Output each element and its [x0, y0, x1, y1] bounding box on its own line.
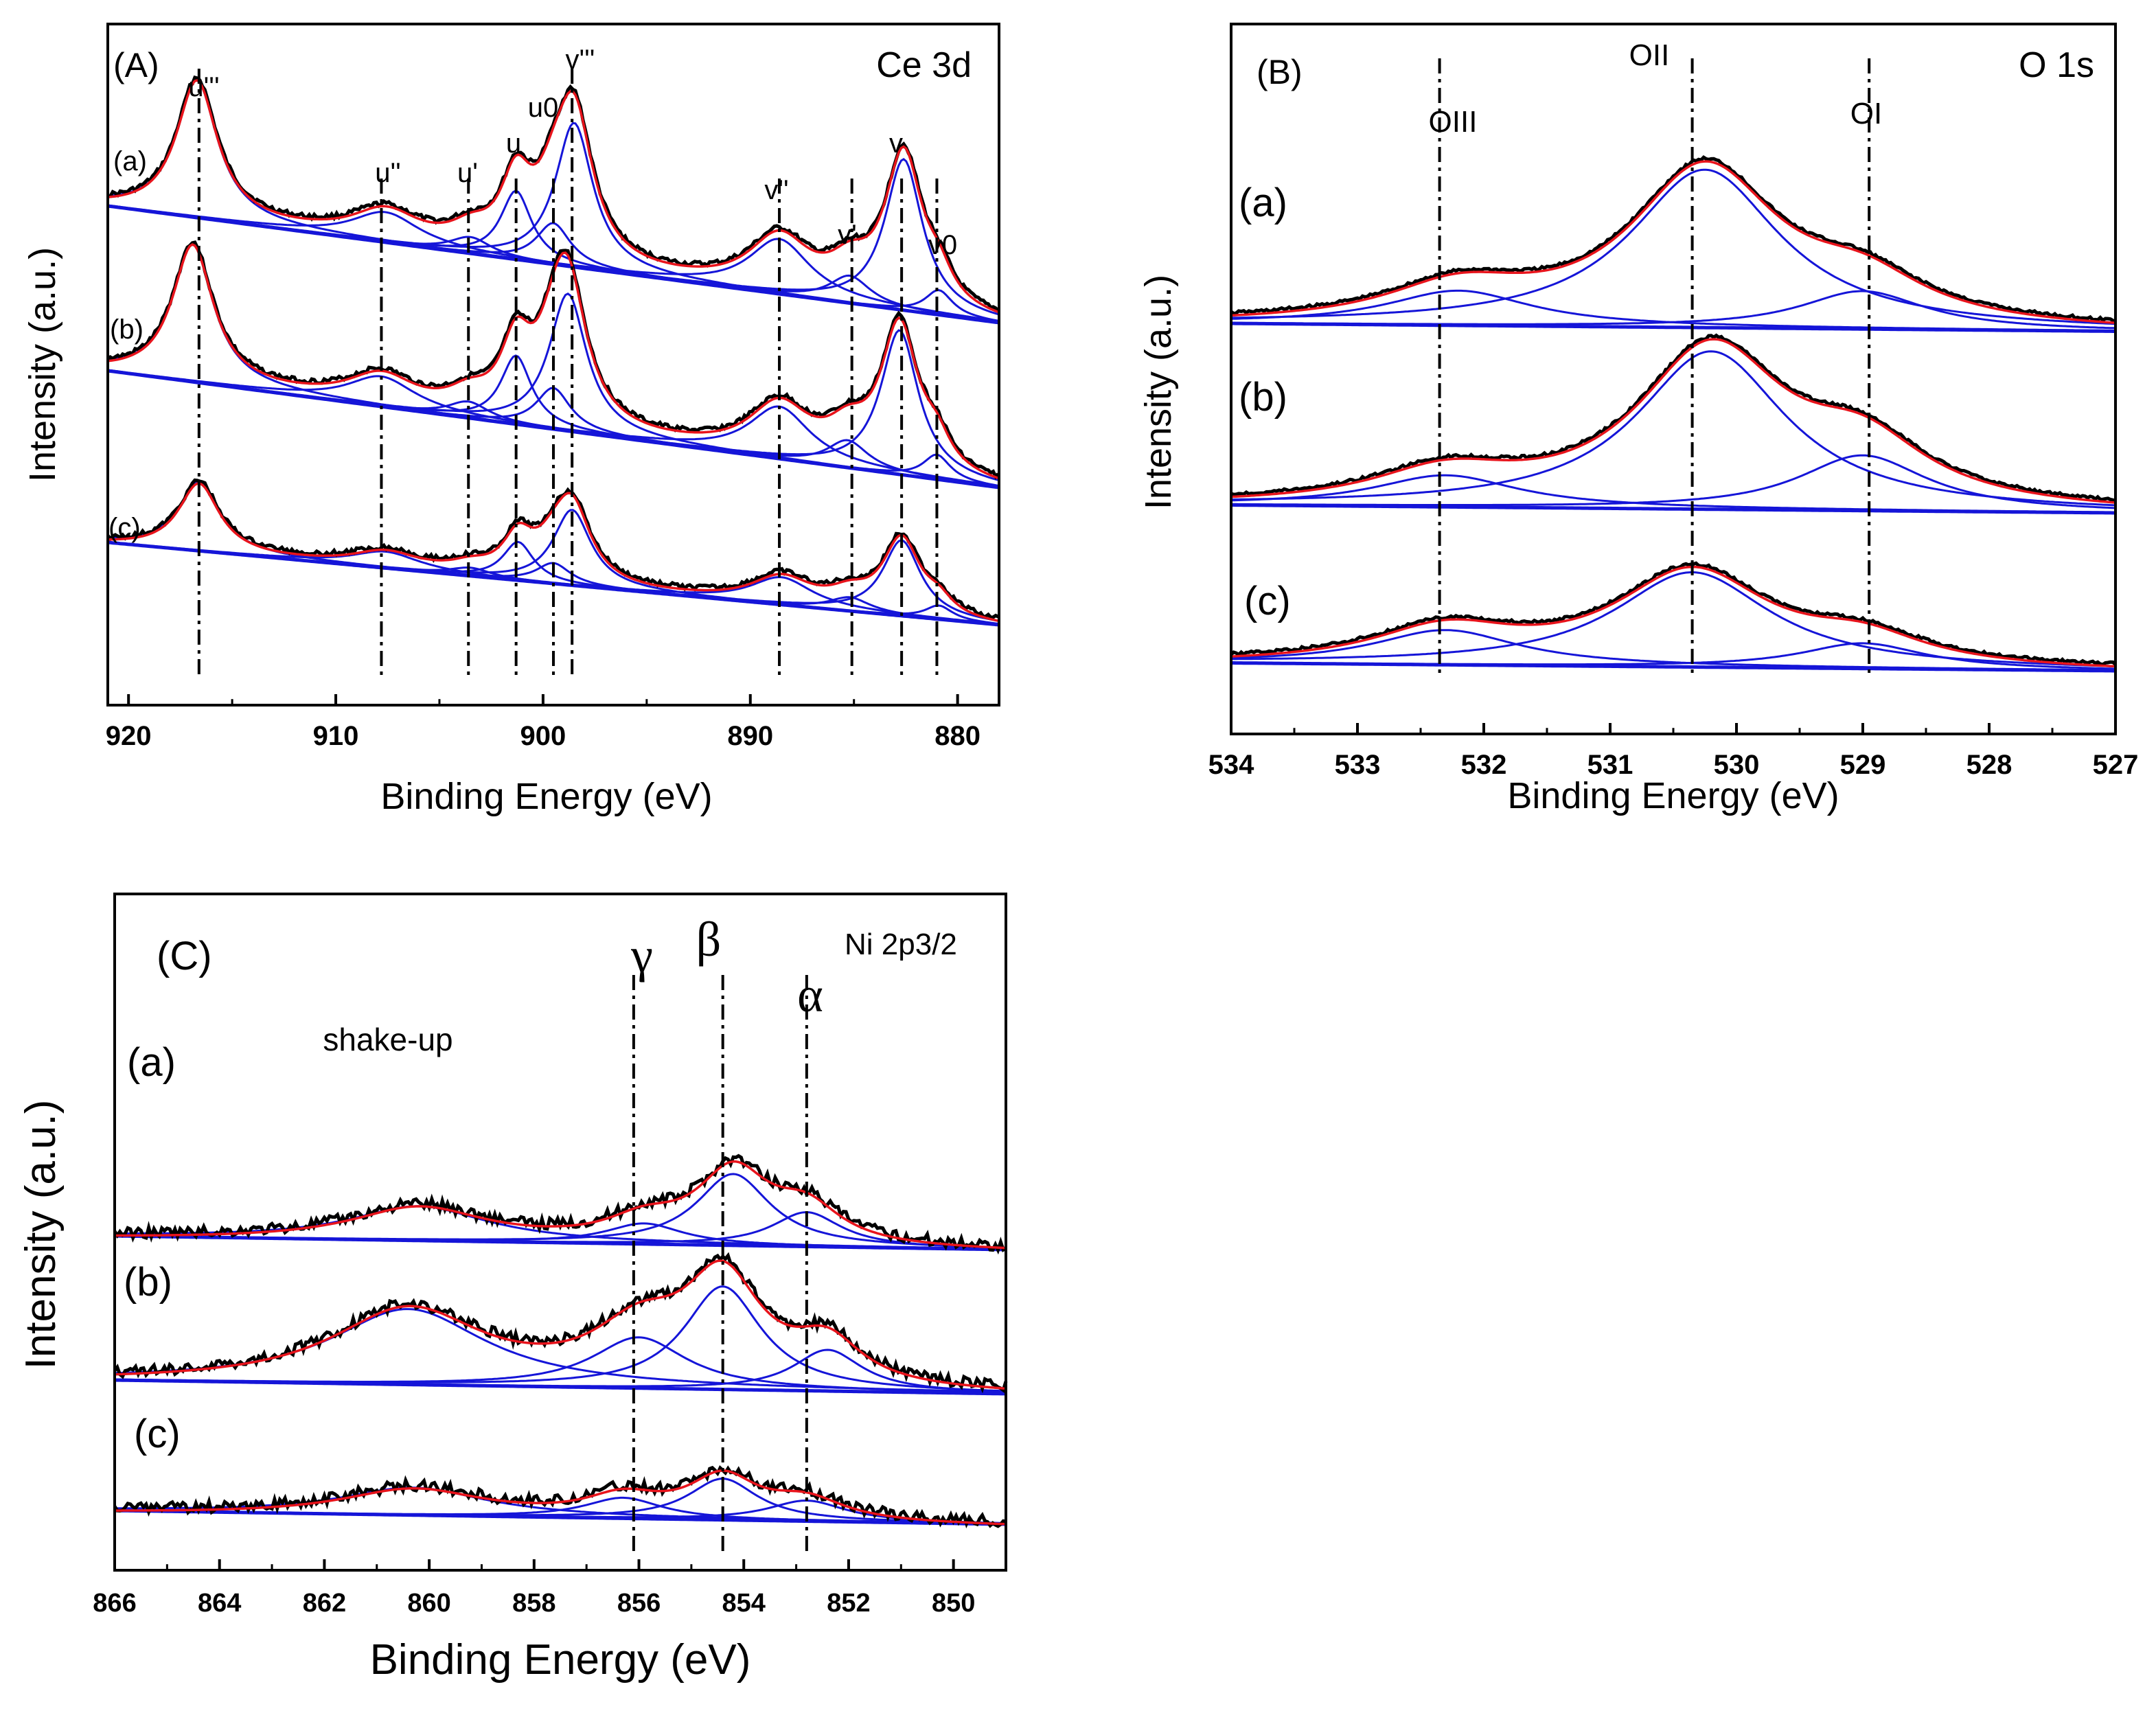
panel-a-sample-label-c: (c): [108, 513, 141, 543]
panel-b-series-2-raw-data: [1230, 333, 2116, 503]
panel-a-label: (A): [113, 46, 159, 84]
panel-b-series-3-fit-envelope: [1230, 565, 2116, 668]
panel-a-x-tick-label: 920: [106, 721, 152, 751]
panel-b: 534 533 532 531 530 529 528 527 (B) O 1s Bindin…: [1138, 23, 2139, 816]
panel-b-series-1-fit-envelope: [1230, 160, 2116, 325]
panel-c-frame: [113, 893, 1007, 1572]
panel-c-series-3-fit-envelope: [115, 1469, 1007, 1526]
panel-a-title: Ce 3d: [876, 45, 972, 85]
peak-label-u-prime: u': [457, 158, 478, 188]
peak-label-v0: v0: [928, 230, 957, 260]
panel-c-sample-label-b: (b): [124, 1260, 172, 1305]
peak-label-o-iii: OIII: [1429, 105, 1478, 139]
panel-c-x-axis-label: Binding Energy (eV): [370, 1636, 751, 1684]
panel-c-x-tick-label: 866: [93, 1589, 136, 1618]
panel-b-series-2-component-2: [1231, 350, 2116, 507]
peak-label-v-triple-prime: v''': [566, 45, 595, 75]
panel-b-sample-label-b: (b): [1239, 375, 1287, 420]
panel-a-x-axis-label: Binding Energy (eV): [380, 776, 712, 817]
peak-label-v: v: [889, 128, 903, 159]
panel-c-series-2-background: [114, 1378, 1007, 1396]
panel-a-x-tick-label: 900: [520, 721, 566, 751]
panel-b-series-1-background: [1231, 321, 2115, 333]
panel-c-series-3-raw-data: [113, 1465, 1007, 1529]
panel-b-label: (B): [1257, 53, 1303, 91]
panel-c-label: (C): [157, 934, 212, 978]
panel-c-x-tick-label: 850: [932, 1589, 975, 1618]
panel-b-series-1-raw-data: [1230, 155, 2116, 323]
panel-b-series-1-component-2: [1231, 168, 2116, 325]
panel-c-y-axis-label: Intensity (a.u.): [17, 1100, 65, 1370]
panel-b-plot-area: [1230, 58, 2117, 673]
panel-c-x-tick-label: 852: [827, 1589, 870, 1618]
peak-label-v-double-prime: v'': [764, 175, 788, 205]
peak-label-u: u: [506, 128, 521, 159]
panel-c-x-tick-label: 854: [722, 1589, 766, 1618]
panel-b-frame: [1230, 23, 2117, 735]
panel-a-y-axis-label: Intensity (a.u.): [22, 247, 63, 482]
panel-b-x-axis-label: Binding Energy (eV): [1507, 775, 1839, 816]
panel-b-x-tick-label: 529: [1840, 750, 1886, 780]
panel-b-x-ticks: 534 533 532 531 530 529 528 527: [1208, 723, 2139, 780]
panel-b-x-tick-label: 532: [1461, 750, 1507, 780]
panel-b-sample-label-a: (a): [1239, 181, 1287, 225]
peak-label-alpha: α: [797, 967, 823, 1022]
panel-c-series-2-component-3: [114, 1285, 1007, 1392]
panel-c-series-1-fit-envelope: [115, 1160, 1007, 1250]
panel-a-series-1-fit-envelope: [107, 79, 999, 314]
peak-label-u-triple-prime: u''': [188, 72, 219, 102]
panel-c-x-tick-label: 864: [198, 1589, 241, 1618]
peak-label-v-prime: v': [838, 220, 857, 250]
panel-b-series-2-fit-envelope: [1230, 338, 2116, 504]
peak-label-beta: β: [696, 912, 722, 967]
panel-c: 866 864 862 860 858 856 854 852 850 (C) Ni 2p3/2…: [17, 893, 1008, 1684]
panel-b-series-3-background: [1231, 661, 2115, 673]
panel-b-title: O 1s: [2019, 45, 2094, 85]
panel-a-x-tick-label: 880: [934, 721, 980, 751]
panel-b-x-tick-label: 528: [1966, 750, 2012, 780]
peak-label-shake-up: shake-up: [323, 1022, 452, 1057]
panel-b-x-tick-label: 530: [1714, 750, 1760, 780]
panel-c-x-tick-label: 862: [303, 1589, 346, 1618]
peak-label-gamma: γ: [630, 928, 653, 983]
panel-c-series-1-background: [114, 1234, 1007, 1252]
panel-a-series-1-background: [107, 204, 999, 325]
panel-c-x-tick-label: 858: [512, 1589, 555, 1618]
panel-b-sample-label-c: (c): [1244, 579, 1291, 623]
panel-b-y-axis-label: Intensity (a.u.): [1138, 275, 1179, 509]
peak-label-u-double-prime: u'': [375, 158, 401, 188]
panel-a-sample-label-a: (a): [113, 146, 147, 176]
panel-a-frame: [106, 23, 1000, 707]
panel-c-x-tick-label: 860: [407, 1589, 450, 1618]
panel-c-series-3-background: [114, 1508, 1007, 1526]
panel-a-sample-label-b: (b): [110, 314, 144, 345]
peak-label-o-ii: OII: [1629, 38, 1670, 72]
panel-b-series-2-background: [1231, 503, 2115, 515]
panel-a-x-tick-label: 890: [727, 721, 773, 751]
panel-c-sample-label-c: (c): [134, 1412, 181, 1456]
panel-a-x-ticks: 920 910 900 890 880: [106, 694, 980, 751]
panel-b-x-tick-label: 534: [1208, 750, 1254, 780]
panel-b-x-tick-label: 531: [1587, 750, 1633, 780]
peak-label-o-i: OI: [1850, 97, 1882, 130]
panel-c-series-1-raw-data: [113, 1153, 1007, 1255]
panel-c-x-ticks: 866 864 862 860 858 856 854 852 850: [93, 1559, 975, 1618]
panel-a-x-tick-label: 910: [313, 721, 359, 751]
panel-c-sample-label-a: (a): [127, 1040, 176, 1085]
panel-b-series-3-raw-data: [1230, 561, 2117, 667]
panel-b-x-tick-label: 533: [1335, 750, 1381, 780]
panel-c-title: Ni 2p3/2: [845, 928, 957, 961]
panel-a-plot-area: [106, 69, 1000, 680]
panel-c-plot-area: [113, 975, 1008, 1552]
panel-c-series-2-raw-data: [113, 1252, 1008, 1394]
panel-c-series-2-fit-envelope: [114, 1259, 1007, 1390]
panel-b-x-tick-label: 527: [2093, 750, 2139, 780]
peak-label-u0: u0: [528, 93, 559, 123]
panel-b-series-3-component-2: [1231, 571, 2116, 667]
panel-a: 920 910 900 890 880 (A) Ce 3d Binding Energy…: [22, 23, 1000, 817]
panel-c-x-tick-label: 856: [617, 1589, 661, 1618]
